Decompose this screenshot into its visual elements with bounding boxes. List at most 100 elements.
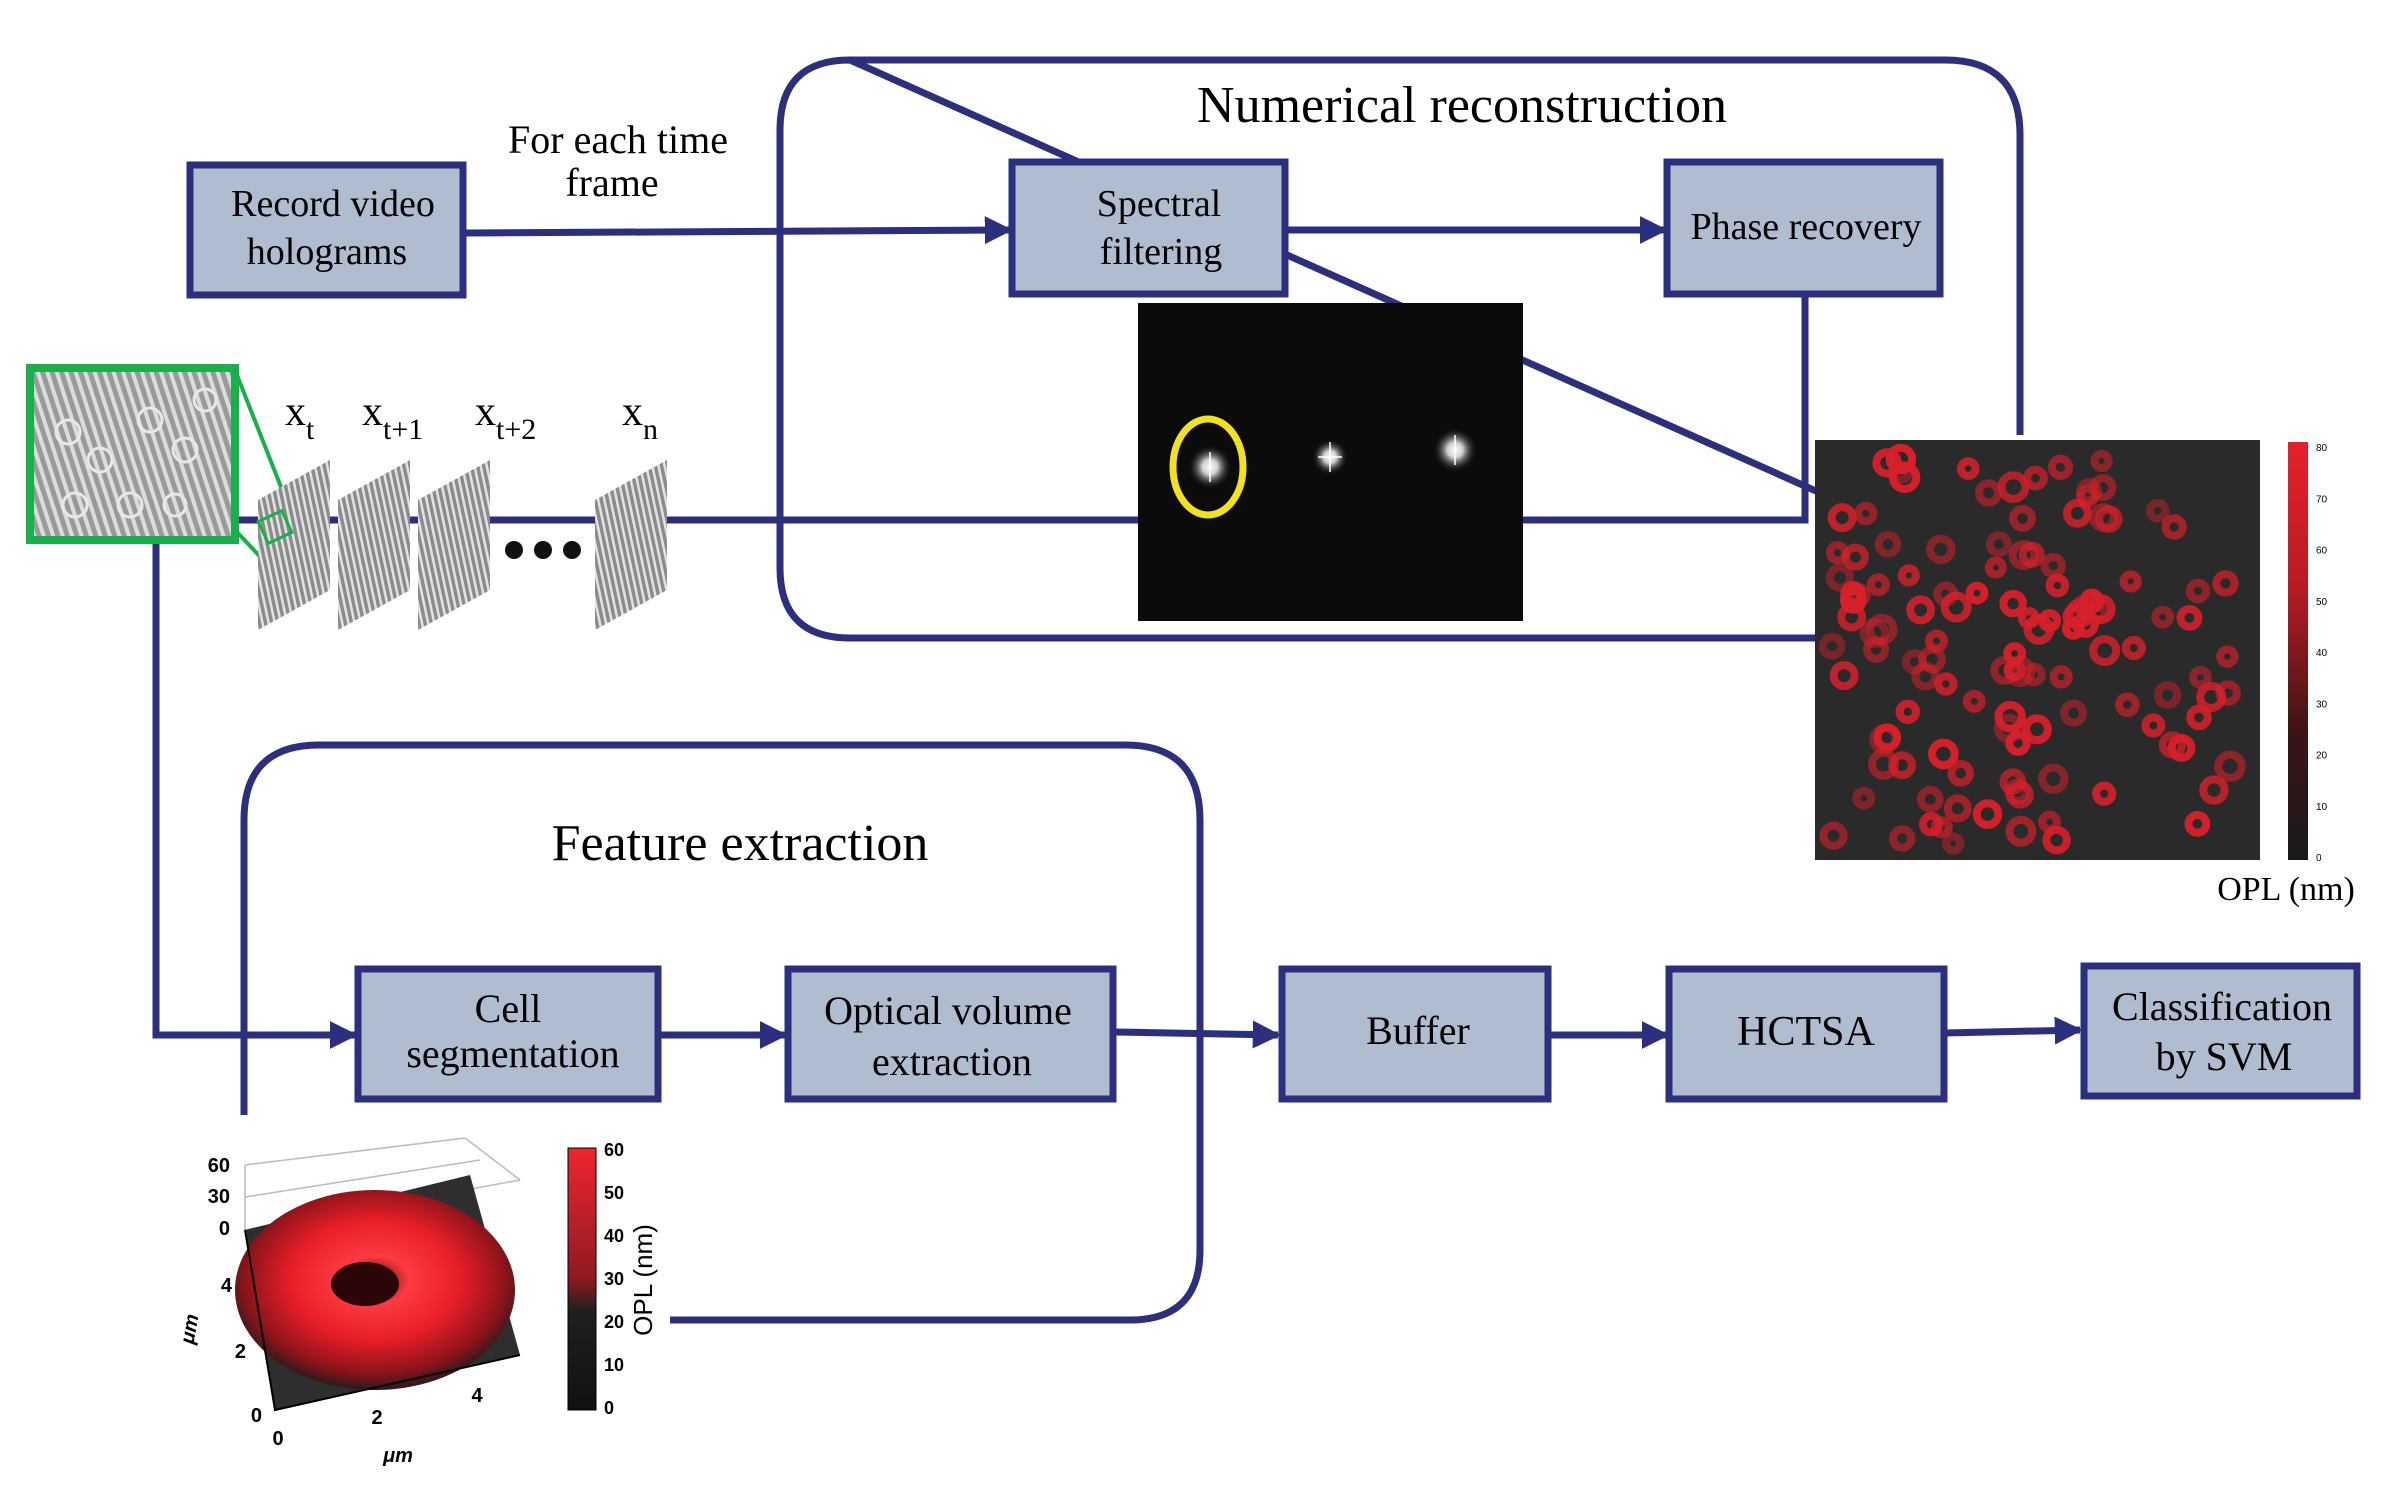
rbc-cell xyxy=(2199,775,2229,805)
y-tick: 4 xyxy=(221,1275,233,1297)
rbc-cell xyxy=(1872,448,1902,478)
frame-t2 xyxy=(418,460,490,630)
opl-colorbar-tick: 10 xyxy=(2316,802,2328,813)
ellipsis-dot xyxy=(534,541,552,559)
rbc-cell xyxy=(2161,514,2187,540)
rbc-cell xyxy=(1984,556,2007,579)
fourier-spectrum-image xyxy=(1138,303,1523,621)
hologram-frames xyxy=(256,460,667,630)
rbc-cell xyxy=(1925,629,1948,653)
rbc-cell xyxy=(1999,589,2027,618)
rbc-cell xyxy=(2060,699,2088,727)
rbc-cell xyxy=(2115,692,2140,718)
opl-colorbar-label: OPL (nm) xyxy=(2217,871,2355,908)
opl-colorbar xyxy=(2288,442,2308,860)
opl-colorbar-tick: 80 xyxy=(2316,443,2328,454)
spectral-label-2: filtering xyxy=(1100,231,1222,273)
rbc-cell xyxy=(2215,680,2241,706)
hctsa-label: HCTSA xyxy=(1737,1009,1875,1055)
record-label-1: Record video xyxy=(231,183,435,225)
ellipsis-dot xyxy=(563,541,581,559)
edge-hctsa-to-classification xyxy=(1944,1016,2083,1045)
cell-colorbar-label: OPL (nm) xyxy=(628,1224,658,1336)
rbc-cell xyxy=(2090,449,2113,473)
rbc-cell xyxy=(1906,595,1935,625)
rbc-cell xyxy=(2145,498,2170,523)
record-label-2: holograms xyxy=(247,231,407,273)
x-tick: 2 xyxy=(371,1407,382,1429)
rbc-cell xyxy=(1993,713,2024,744)
rbc-cell xyxy=(2023,614,2055,645)
phase-recovery-box: Phase recovery xyxy=(1663,158,1944,298)
rbc-cell xyxy=(2009,505,2036,532)
y-tick: 2 xyxy=(235,1341,246,1363)
frame-t1 xyxy=(338,460,410,630)
hctsa-box: HCTSA xyxy=(1665,965,1948,1103)
rbc-cell xyxy=(1940,591,1972,623)
classification-label-1: Classification xyxy=(2112,984,2332,1029)
rbc-cell xyxy=(2216,645,2239,668)
rbc-cell xyxy=(1897,564,1920,587)
edge-record-to-spectral xyxy=(464,216,1013,245)
rbc-cell xyxy=(1972,799,2003,829)
cell-colorbar-tick: 50 xyxy=(604,1183,624,1203)
frame-t xyxy=(258,460,330,630)
rbc-cell xyxy=(1943,794,1972,823)
rbc-cell xyxy=(1866,573,1890,597)
rbc-cell xyxy=(1916,785,1944,813)
cell-3d-plot: 60 30 0 4 2 0 0 2 4 μm μm 6050403020100 … xyxy=(176,1137,658,1467)
rbc-cell xyxy=(1934,672,1958,696)
z-tick: 0 xyxy=(219,1218,230,1240)
rbc-cell xyxy=(1895,699,1921,724)
rbc-cell xyxy=(2089,635,2121,667)
rbc-cell xyxy=(1942,832,1965,855)
rbc-cell xyxy=(1889,825,1916,852)
rbc-cell xyxy=(2038,810,2062,834)
spectral-filtering-box: Spectral filtering xyxy=(1008,158,1289,298)
y-tick: 0 xyxy=(251,1405,262,1427)
edge-frames-line xyxy=(238,297,1809,524)
rbc-cell xyxy=(1956,457,1980,480)
buffer-box: Buffer xyxy=(1278,965,1552,1103)
opl-colorbar-tick: 20 xyxy=(2316,751,2328,762)
rbc-cell xyxy=(1926,534,1956,565)
edge-label-line1: For each time xyxy=(508,117,728,162)
rbc-cell xyxy=(1990,656,2020,685)
rbc-cell xyxy=(2004,778,2031,805)
rbc-cell xyxy=(1825,563,1855,592)
rbc-cell xyxy=(2185,578,2211,604)
rbc-cell xyxy=(1840,581,1866,607)
rbc-cell xyxy=(1918,812,1944,837)
rbc-cell xyxy=(2186,704,2212,731)
rbc-cell xyxy=(2214,750,2246,782)
rbc-cell xyxy=(2038,763,2069,794)
rbc-cell xyxy=(2063,498,2092,528)
feature-extraction-group xyxy=(240,741,1204,1324)
x-axis-label: μm xyxy=(382,1445,413,1467)
opl-colorbar-tick: 30 xyxy=(2316,699,2328,710)
rbc-cell xyxy=(2153,681,2182,709)
z-tick: 60 xyxy=(208,1155,230,1177)
rbc-cell xyxy=(1873,723,1902,752)
opl-phase-map: 0 10 20 30 40 50 60 70 80 OPL (nm) xyxy=(1815,440,2355,908)
rbc-cell xyxy=(1841,543,1869,571)
rbc-cell xyxy=(1962,689,1986,713)
cell-colorbar xyxy=(567,1147,597,1411)
hologram-zoom-inset xyxy=(26,364,294,567)
frame-label-t1: xt+1 xyxy=(362,389,423,446)
feature-extraction-title: Feature extraction xyxy=(552,815,929,872)
rbc-cell xyxy=(2092,781,2117,806)
opl-colorbar-tick: 40 xyxy=(2316,648,2328,659)
opl-colorbar-tick: 0 xyxy=(2316,853,2322,864)
edge-ov-to-buffer xyxy=(1114,1020,1281,1049)
optical-volume-box: Optical volume extraction xyxy=(784,965,1117,1103)
frame-label-n: xn xyxy=(622,389,658,446)
rbc-cell xyxy=(2003,659,2026,682)
rbc-cell xyxy=(2141,713,2166,738)
frame-n xyxy=(595,460,667,630)
rbc-cell xyxy=(2119,570,2142,593)
numerical-reconstruction-title: Numerical reconstruction xyxy=(1197,77,1727,134)
rbc-cell xyxy=(1827,503,1857,533)
rbc-cell xyxy=(2022,714,2052,745)
